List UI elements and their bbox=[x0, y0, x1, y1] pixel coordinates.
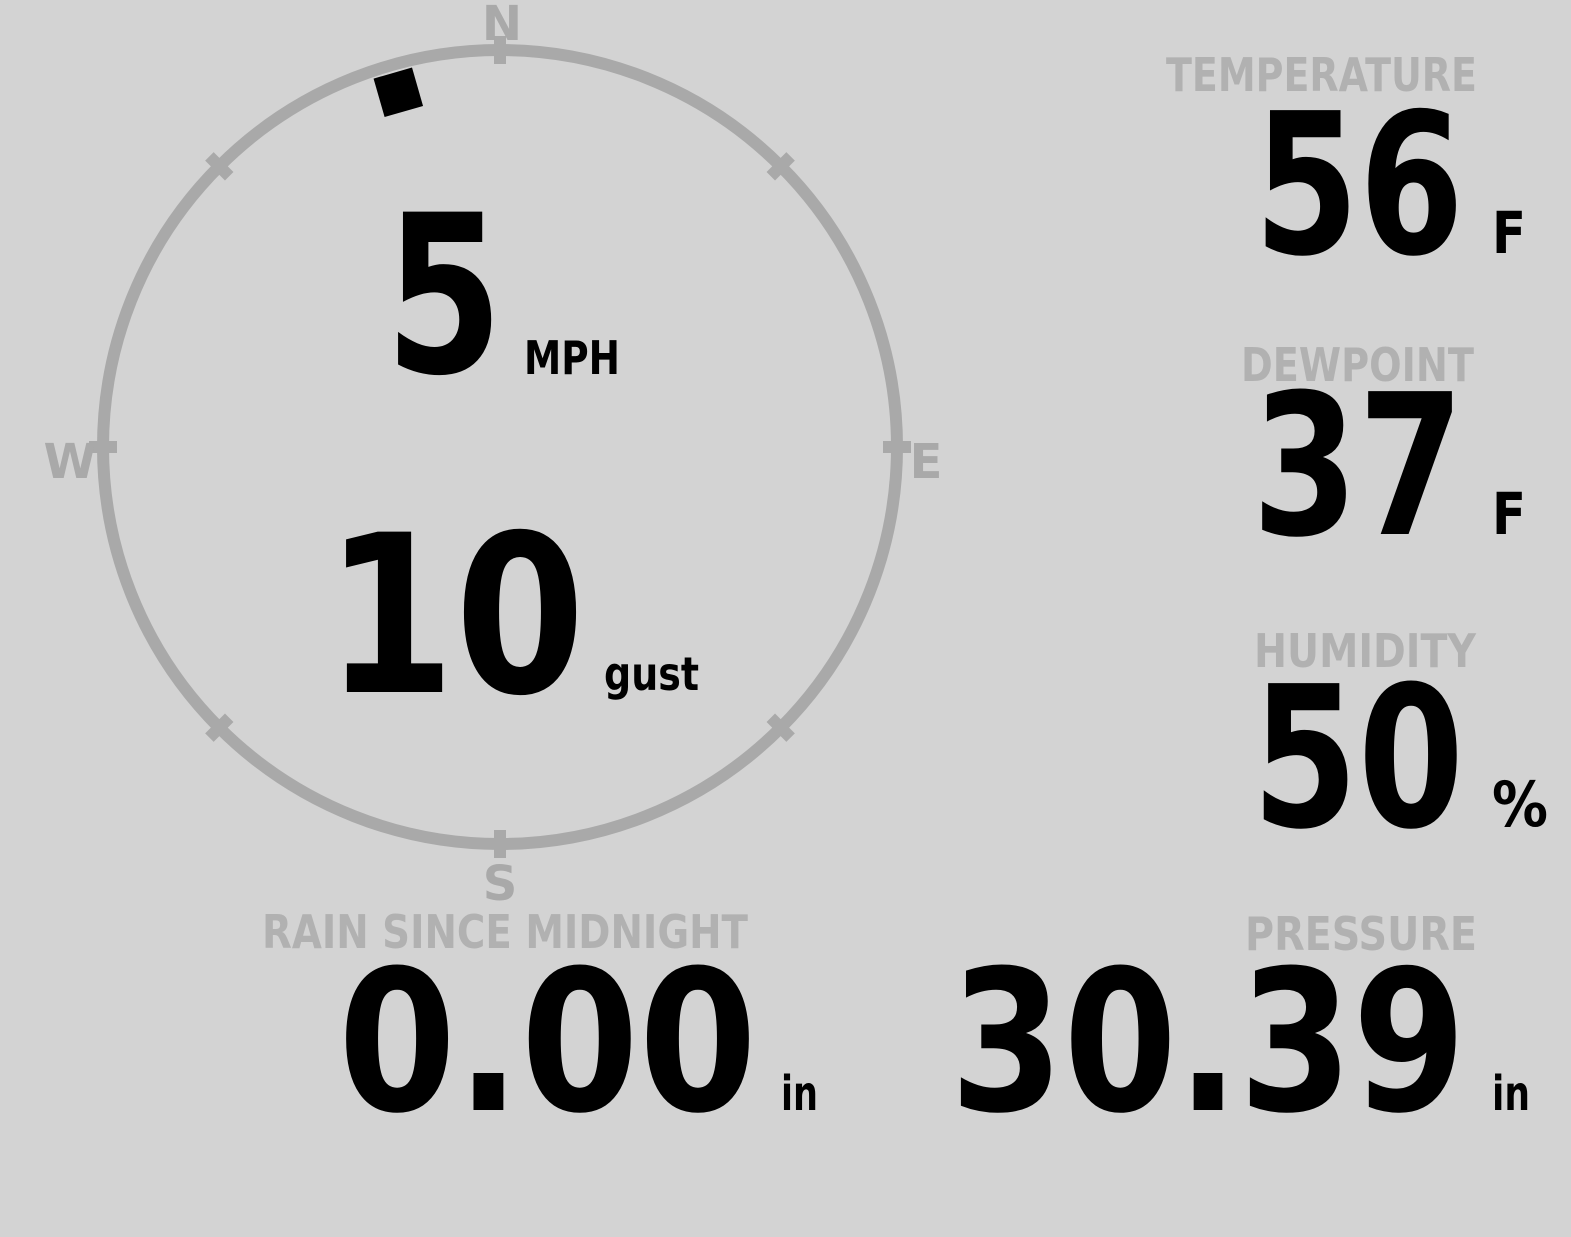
dewpoint-unit: F bbox=[1492, 480, 1526, 548]
rain-label: RAIN SINCE MIDNIGHT bbox=[262, 905, 749, 959]
pressure-value: 30.39 bbox=[950, 929, 1466, 1157]
compass-label-north: N bbox=[482, 0, 522, 52]
wind-speed-value: 5 bbox=[385, 168, 503, 424]
compass-tick-northeast bbox=[766, 152, 795, 181]
temperature-unit: F bbox=[1492, 199, 1526, 267]
pressure-unit: in bbox=[1492, 1066, 1530, 1122]
humidity-unit: % bbox=[1492, 768, 1548, 841]
humidity-label: HUMIDITY bbox=[1254, 624, 1477, 678]
wind-gust-value: 10 bbox=[325, 488, 585, 744]
humidity-value: 50 bbox=[1252, 645, 1464, 873]
temperature-label: TEMPERATURE bbox=[1166, 48, 1477, 102]
rain-unit: in bbox=[781, 1066, 818, 1122]
wind-compass: N E S W 5 MPH 10 gust bbox=[44, 0, 943, 912]
pressure-label: PRESSURE bbox=[1245, 907, 1477, 961]
dewpoint-value: 37 bbox=[1252, 353, 1464, 581]
wind-speed-unit: MPH bbox=[524, 331, 620, 385]
rain-value: 0.00 bbox=[338, 929, 757, 1157]
wind-gust-unit: gust bbox=[604, 647, 699, 701]
compass-label-south: S bbox=[483, 856, 518, 912]
wind-direction-marker bbox=[373, 67, 424, 118]
compass-label-west: W bbox=[44, 434, 97, 490]
compass-label-east: E bbox=[910, 434, 943, 490]
compass-tick-northwest bbox=[205, 152, 234, 181]
readings-panel: TEMPERATURE 56 F DEWPOINT 37 F HUMIDITY … bbox=[262, 48, 1548, 1157]
compass-tick-southwest bbox=[205, 713, 234, 742]
temperature-value: 56 bbox=[1254, 72, 1464, 300]
dewpoint-label: DEWPOINT bbox=[1241, 338, 1475, 392]
compass-tick-southeast bbox=[766, 713, 795, 742]
